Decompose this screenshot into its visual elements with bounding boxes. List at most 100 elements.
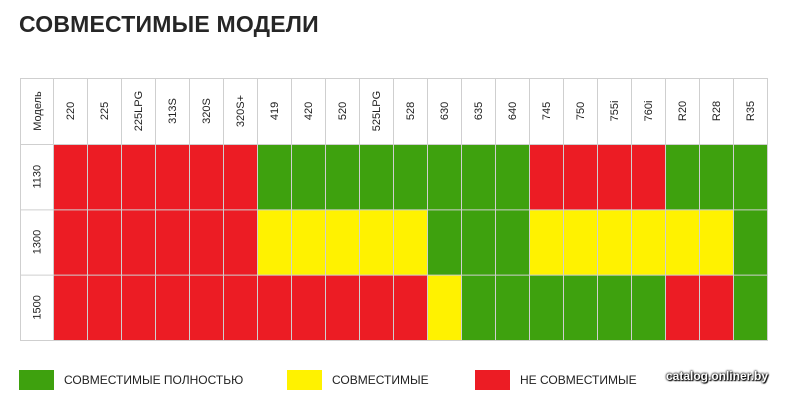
heatmap-cell-1130-630 [427,144,462,210]
column-header-745: 745 [541,102,553,120]
heatmap-cell-1300-220 [53,209,88,276]
heatmap-cell-1300-313s [155,209,190,276]
row-header-label: Модель [32,91,44,131]
heatmap-cell-1300-320s [189,209,224,276]
heatmap-cell-1130-r28 [699,144,734,210]
heatmap-cell-1130-750 [563,144,598,210]
column-header-r20: R20 [677,101,689,121]
heatmap-cell-1500-225 [87,275,122,341]
watermark: catalog.onliner.by [665,369,768,383]
legend-item-full: СОВМЕСТИМЫЕ ПОЛНОСТЬЮ [19,370,243,390]
heatmap-cell-1500-755i [597,275,632,341]
heatmap-cell-1300-225 [87,209,122,276]
heatmap-cell-1500-520 [325,275,360,341]
heatmap-cell-1130-420 [291,144,326,210]
legend-swatch-red [475,370,510,390]
heatmap-cell-1300-r28 [699,209,734,276]
heatmap-cell-1130-755i [597,144,632,210]
column-header-640: 640 [507,102,519,120]
heatmap-cell-1130-525lpg [359,144,394,210]
heatmap-cell-1130-528 [393,144,428,210]
heatmap-cell-1300-745 [529,209,564,276]
heatmap-cell-1500-320s+ [223,275,258,341]
heatmap-cell-1130-520 [325,144,360,210]
column-header-528: 528 [405,102,417,120]
heatmap-cell-1300-528 [393,209,428,276]
legend-label-none: НЕ СОВМЕСТИМЫЕ [520,373,637,387]
column-header-220: 220 [65,102,77,120]
heatmap-cell-1300-420 [291,209,326,276]
heatmap-cell-1500-320s [189,275,224,341]
column-header-750: 750 [575,102,587,120]
heatmap-cell-1500-313s [155,275,190,341]
heatmap-cell-1300-r20 [665,209,700,276]
heatmap-cell-1130-r20 [665,144,700,210]
heatmap-cell-1130-745 [529,144,564,210]
heatmap-cell-1500-420 [291,275,326,341]
heatmap-cell-1130-220 [53,144,88,210]
heatmap-cell-1500-525lpg [359,275,394,341]
heatmap-cell-1300-630 [427,209,462,276]
column-header-320s: 320S [201,98,213,124]
heatmap-cell-1130-760i [631,144,666,210]
heatmap-cell-1130-r35 [733,144,768,210]
legend-item-partial: СОВМЕСТИМЫЕ [287,370,429,390]
column-header-225lpg: 225LPG [133,91,145,131]
heatmap-cell-1130-419 [257,144,292,210]
heatmap-cell-1300-755i [597,209,632,276]
heatmap-cell-1500-760i [631,275,666,341]
heatmap-cell-1130-313s [155,144,190,210]
column-header-755i: 755i [609,101,621,122]
column-header-225: 225 [99,102,111,120]
heatmap-cell-1300-225lpg [121,209,156,276]
heatmap-cell-1300-635 [461,209,496,276]
heatmap-cell-1500-635 [461,275,496,341]
heatmap-cell-1130-225 [87,144,122,210]
legend-label-partial: СОВМЕСТИМЫЕ [332,373,429,387]
row-label-1130: 1130 [32,165,44,189]
heatmap-cell-1500-640 [495,275,530,341]
heatmap-cell-1300-760i [631,209,666,276]
column-header-420: 420 [303,102,315,120]
column-header-r28: R28 [711,101,723,121]
heatmap-cell-1500-750 [563,275,598,341]
column-header-635: 635 [473,102,485,120]
column-header-313s: 313S [167,98,179,124]
row-label-1300: 1300 [32,230,44,254]
heatmap-cell-1500-528 [393,275,428,341]
column-header-525lpg: 525LPG [371,91,383,131]
heatmap-cell-1500-630 [427,275,462,341]
heatmap-cell-1300-525lpg [359,209,394,276]
heatmap-cell-1300-520 [325,209,360,276]
heatmap-cell-1130-225lpg [121,144,156,210]
column-header-419: 419 [269,102,281,120]
heatmap-cell-1130-640 [495,144,530,210]
legend-item-none: НЕ СОВМЕСТИМЫЕ [475,370,637,390]
heatmap-cell-1500-419 [257,275,292,341]
legend-swatch-yellow [287,370,322,390]
heatmap-cell-1500-r20 [665,275,700,341]
heatmap-cell-1300-750 [563,209,598,276]
column-header-r35: R35 [745,101,757,121]
column-header-320s: 320S+ [235,95,247,127]
heatmap-cell-1130-320s [189,144,224,210]
heatmap-cell-1300-640 [495,209,530,276]
legend-label-full: СОВМЕСТИМЫЕ ПОЛНОСТЬЮ [64,373,244,387]
heatmap-cell-1300-320s+ [223,209,258,276]
legend-swatch-green [19,370,54,390]
heatmap-cell-1130-635 [461,144,496,210]
row-label-1500: 1500 [32,295,44,319]
column-header-520: 520 [337,102,349,120]
column-header-760i: 760i [643,101,655,122]
heatmap-cell-1500-r35 [733,275,768,341]
column-header-630: 630 [439,102,451,120]
heatmap-cell-1300-419 [257,209,292,276]
heatmap-cell-1500-220 [53,275,88,341]
compatibility-heatmap: Модель 220 225 225LPG 313S 320S 320S+ 419 420 520… [20,78,768,341]
heatmap-cell-1300-r35 [733,209,768,276]
heatmap-cell-1500-745 [529,275,564,341]
heatmap-cell-1130-320s+ [223,144,258,210]
heatmap-cell-1500-r28 [699,275,734,341]
page-title: СОВМЕСТИМЫЕ МОДЕЛИ [19,11,319,37]
heatmap-cell-1500-225lpg [121,275,156,341]
